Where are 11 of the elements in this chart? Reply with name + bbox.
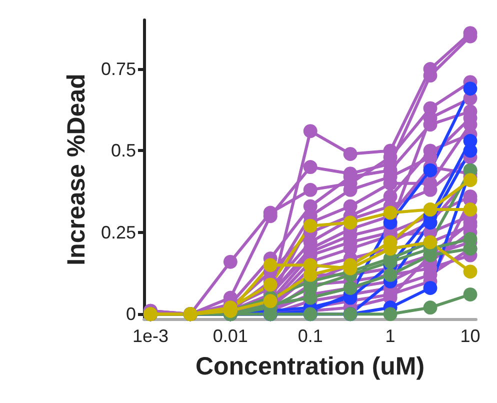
y-tick-label: 0.5 <box>110 140 136 161</box>
x-axis-title: Concentration (uM) <box>195 352 425 380</box>
x-tick-label: 1 <box>385 326 396 346</box>
x-tick-label: 0.1 <box>298 326 323 346</box>
x-tick-label: 0.01 <box>212 326 248 346</box>
x-tick-label: 1e-3 <box>132 326 168 346</box>
y-tick-label: 0 <box>126 304 136 324</box>
y-tick-label: 0.25 <box>100 222 136 242</box>
y-axis-title: Increase %Dead <box>62 74 90 266</box>
y-tick-label: 0.75 <box>100 59 136 80</box>
x-tick-label: 10 <box>460 326 480 346</box>
